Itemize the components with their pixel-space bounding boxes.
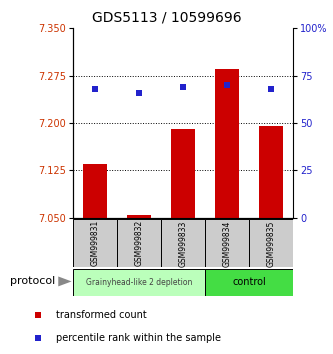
Bar bbox=[127, 215, 151, 218]
Text: GSM999835: GSM999835 bbox=[266, 220, 276, 267]
Text: Grainyhead-like 2 depletion: Grainyhead-like 2 depletion bbox=[86, 278, 192, 287]
Text: GSM999832: GSM999832 bbox=[135, 220, 144, 267]
Bar bbox=[215, 69, 239, 218]
Bar bbox=[171, 129, 195, 218]
Bar bbox=[205, 219, 249, 267]
Bar bbox=[117, 219, 161, 267]
Bar bbox=[205, 269, 293, 296]
Text: GSM999833: GSM999833 bbox=[178, 220, 188, 267]
Bar bbox=[259, 126, 283, 218]
Bar bbox=[73, 269, 205, 296]
Text: GSM999831: GSM999831 bbox=[91, 220, 100, 267]
Polygon shape bbox=[58, 276, 72, 286]
Text: percentile rank within the sample: percentile rank within the sample bbox=[56, 333, 221, 343]
Text: transformed count: transformed count bbox=[56, 310, 147, 320]
Text: protocol: protocol bbox=[10, 276, 55, 286]
Text: GSM999834: GSM999834 bbox=[222, 220, 232, 267]
Bar bbox=[161, 219, 205, 267]
Bar bbox=[83, 164, 107, 218]
Text: GDS5113 / 10599696: GDS5113 / 10599696 bbox=[92, 11, 241, 25]
Text: control: control bbox=[232, 277, 266, 287]
Bar bbox=[249, 219, 293, 267]
Bar bbox=[73, 219, 117, 267]
